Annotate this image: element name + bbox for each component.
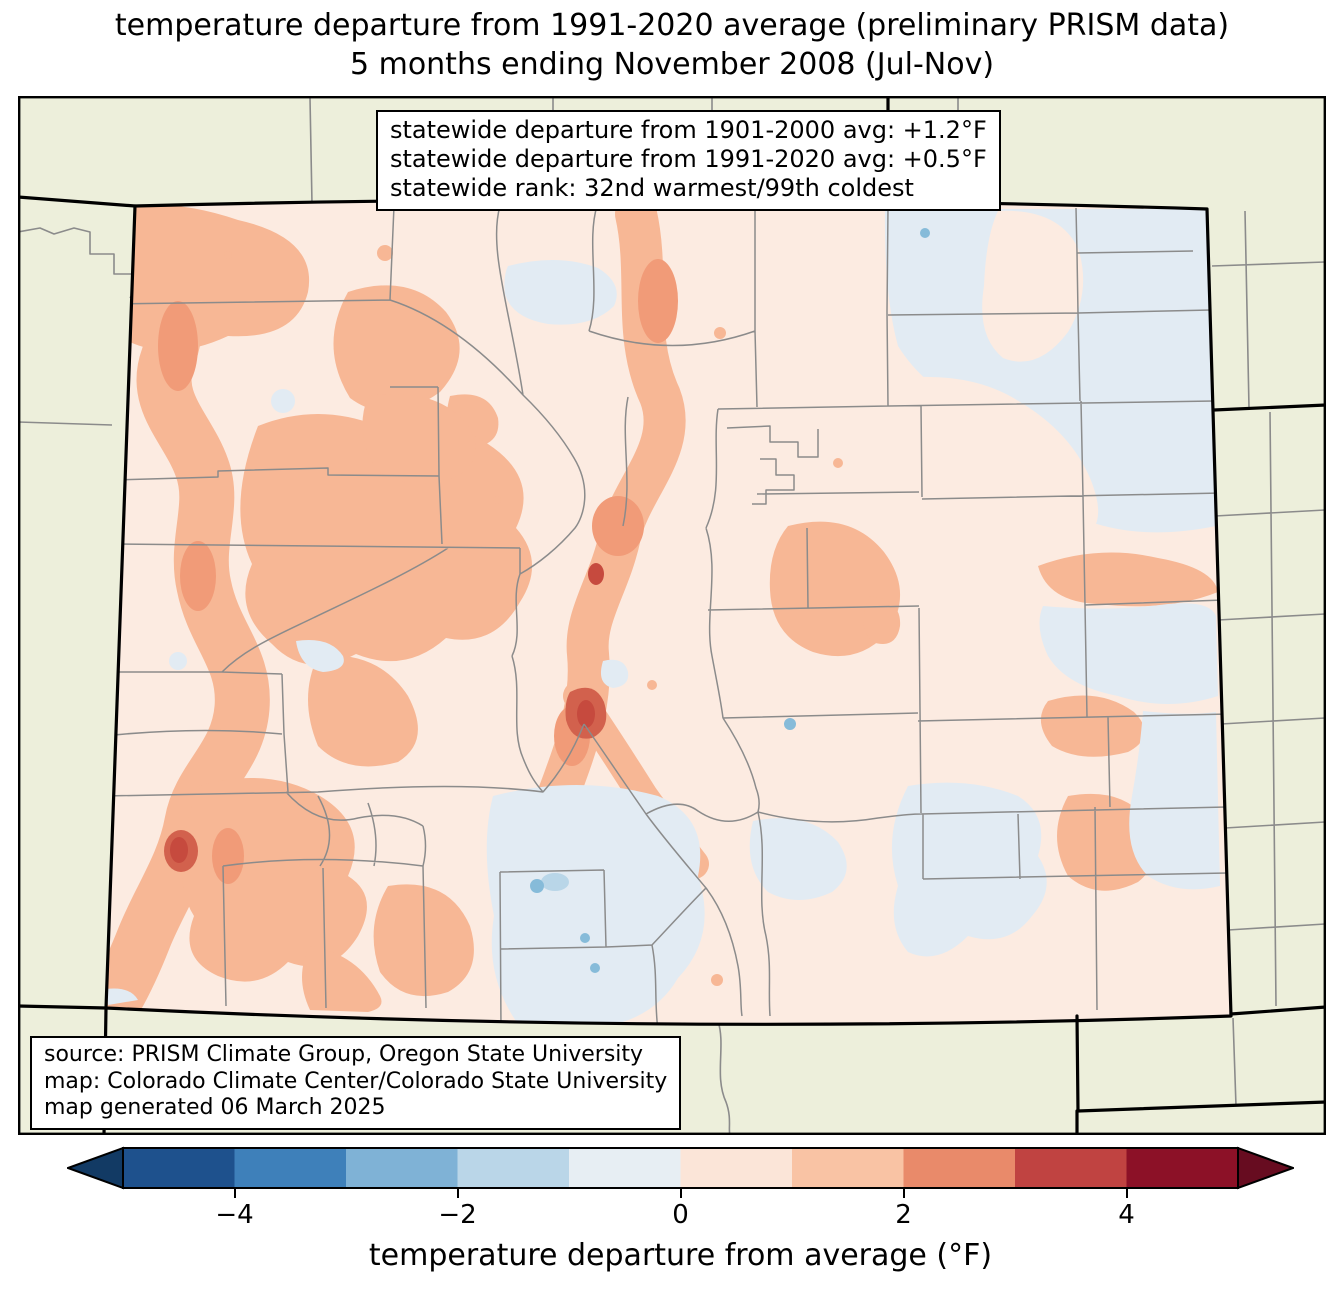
warm-dot bbox=[833, 458, 843, 468]
stats-line-2: statewide departure from 1991-2020 avg: … bbox=[390, 145, 987, 173]
cool-blob-northeast bbox=[884, 209, 1216, 533]
source-line-3: map generated 06 March 2025 bbox=[44, 1095, 386, 1120]
colorbar-svg bbox=[67, 1146, 1294, 1190]
stats-box: statewide departure from 1901-2000 avg: … bbox=[376, 110, 1001, 211]
hot-spot-layer bbox=[158, 259, 678, 884]
cool-dot bbox=[169, 652, 187, 670]
stats-line-3: statewide rank: 32nd warmest/99th coldes… bbox=[390, 174, 914, 202]
warm-dot bbox=[377, 245, 393, 261]
deep-cool-dot bbox=[920, 228, 930, 238]
cool-blob bbox=[1129, 711, 1220, 890]
colorbar-segment bbox=[457, 1148, 570, 1188]
base-overlay-layer bbox=[885, 210, 1099, 528]
warm-blob bbox=[106, 204, 310, 351]
warm-dot bbox=[647, 680, 657, 690]
warm-blob bbox=[373, 884, 474, 997]
warm-core bbox=[638, 259, 678, 343]
colorbar-tick-label: −4 bbox=[215, 1200, 254, 1230]
figure-title-line2: 5 months ending November 2008 (Jul-Nov) bbox=[349, 47, 995, 82]
stats-line-1: statewide departure from 1901-2000 avg: … bbox=[390, 116, 987, 144]
warm-dot bbox=[224, 251, 232, 259]
hot-spot bbox=[588, 563, 604, 585]
warm-dot bbox=[439, 943, 457, 961]
warm-blob bbox=[362, 394, 476, 484]
deep-cool-dot bbox=[784, 718, 796, 730]
warm-blob bbox=[1040, 695, 1145, 757]
warm-band-front-range bbox=[505, 199, 686, 873]
source-box: source: PRISM Climate Group, Oregon Stat… bbox=[30, 1036, 682, 1130]
colorbar-tick bbox=[1125, 1188, 1128, 1198]
warm-core bbox=[592, 496, 644, 556]
base-overlay-blob bbox=[885, 376, 1099, 528]
cool-mid-dot bbox=[541, 873, 569, 891]
figure-title: temperature departure from 1991-2020 ave… bbox=[0, 6, 1344, 84]
warm-dot bbox=[714, 327, 726, 339]
warm-core bbox=[180, 541, 216, 611]
colorado-anomaly-map bbox=[16, 96, 1328, 1137]
colorbar-over-arrow bbox=[1237, 1146, 1294, 1190]
colorbar-axis-label: temperature departure from average (°F) bbox=[368, 1238, 993, 1273]
warm-blob bbox=[1038, 552, 1218, 607]
colorbar-tick bbox=[456, 1188, 459, 1198]
colorbar-tick bbox=[233, 1188, 236, 1198]
colorbar: −4 −2 0 2 4 temperature departure from avera… bbox=[67, 1146, 1294, 1296]
cool-blob bbox=[891, 782, 1047, 957]
deep-cool-dots-layer bbox=[530, 228, 930, 973]
colorbar-segment bbox=[123, 1148, 235, 1188]
anomaly-layers bbox=[106, 199, 1230, 1025]
colorbar-tick bbox=[902, 1188, 905, 1198]
hot-spot bbox=[577, 700, 595, 728]
colorado-county-boundaries bbox=[106, 205, 1230, 1025]
deep-cool-dot bbox=[580, 933, 590, 943]
hot-spot-southwest-core bbox=[170, 837, 188, 863]
cool-blob bbox=[296, 640, 344, 672]
colorbar-tick-label: 0 bbox=[672, 1200, 689, 1230]
colorbar-segment bbox=[792, 1148, 904, 1188]
colorbar-segment bbox=[680, 1148, 793, 1188]
colorbar-tick-label: 4 bbox=[1118, 1200, 1135, 1230]
colorbar-tick-label: −2 bbox=[438, 1200, 477, 1230]
warm-blob bbox=[302, 946, 382, 1012]
cool-blob bbox=[106, 988, 138, 1005]
colorbar-segment bbox=[903, 1148, 1016, 1188]
map-frame bbox=[18, 96, 1326, 1135]
warm-dot bbox=[711, 974, 723, 986]
source-line-1: source: PRISM Climate Group, Oregon Stat… bbox=[44, 1042, 644, 1067]
colorbar-under-arrow bbox=[67, 1146, 124, 1190]
colorbar-tick-label: 2 bbox=[895, 1200, 912, 1230]
figure-title-line1: temperature departure from 1991-2020 ave… bbox=[114, 8, 1230, 43]
colorbar-tick bbox=[679, 1188, 682, 1198]
cool-blob bbox=[504, 259, 617, 325]
cool-blob bbox=[749, 818, 847, 900]
map-canvas: statewide departure from 1901-2000 avg: … bbox=[16, 96, 1328, 1137]
cool-dot bbox=[271, 389, 295, 413]
warm-dot bbox=[493, 496, 501, 504]
cool-anomaly-layer bbox=[106, 209, 1220, 1025]
warm-blob bbox=[863, 596, 901, 644]
deep-cool-dot bbox=[530, 879, 544, 893]
warm-blob bbox=[240, 414, 533, 665]
cool-blob bbox=[600, 659, 629, 688]
warm-blob bbox=[308, 655, 418, 767]
warm-core bbox=[158, 301, 198, 391]
source-line-2: map: Colorado Climate Center/Colorado St… bbox=[44, 1068, 668, 1094]
cool-blob-san-luis-valley bbox=[486, 785, 705, 1025]
colorbar-segment bbox=[1015, 1148, 1127, 1188]
colorbar-segment bbox=[346, 1148, 458, 1188]
colorbar-segment bbox=[234, 1148, 347, 1188]
colorbar-segment bbox=[1126, 1148, 1239, 1188]
warm-core bbox=[212, 828, 244, 884]
base-overlay-blob bbox=[982, 210, 1084, 362]
colorbar-segment bbox=[569, 1148, 681, 1188]
cool-blob bbox=[1039, 603, 1218, 704]
deep-cool-dot bbox=[590, 963, 600, 973]
